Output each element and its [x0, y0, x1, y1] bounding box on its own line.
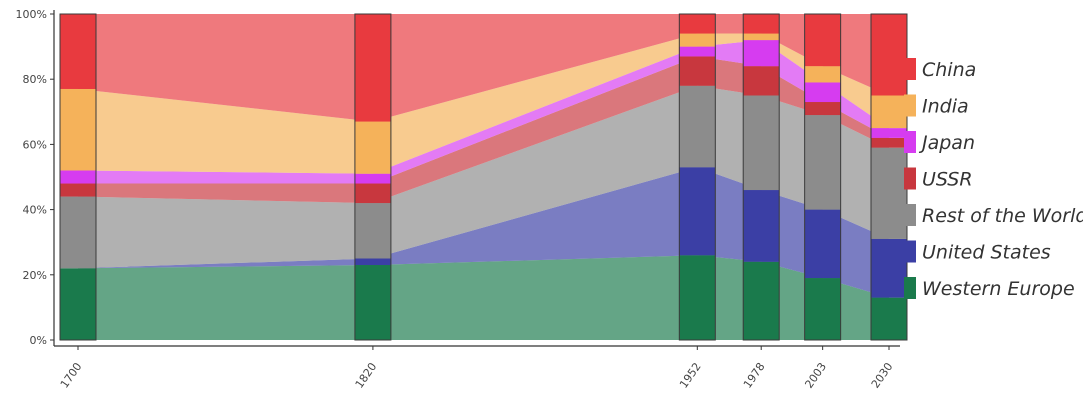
bar-segment-2003-western-europe [804, 278, 841, 340]
legend-label-western-europe: Western Europe [922, 278, 1075, 300]
bar-outline-1820 [354, 13, 392, 341]
legend-swatch-ussr [904, 167, 916, 190]
y-tick-label-40: 40% [23, 204, 47, 217]
bar-segment-1820-japan [354, 173, 391, 184]
bar-segment-2003-ussr [804, 102, 841, 116]
bar-segment-1978-china [743, 14, 780, 34]
bar-segment-1952-western-europe [679, 255, 716, 340]
legend-swatch-japan [904, 131, 916, 153]
legend-swatch-india [904, 94, 916, 117]
bar-segment-2030-china [871, 14, 907, 96]
bar-segment-2030-india [871, 95, 907, 129]
bar-segment-1700-japan [60, 170, 96, 184]
legend-label-united-states: United States [922, 242, 1051, 264]
legend: China India Japan USSR Rest of the World Unit… [904, 58, 1083, 300]
bar-segment-1978-rest-of-the-world [743, 95, 780, 191]
x-tick-label-2003: 2003 [802, 360, 829, 390]
bar-segment-2003-rest-of-the-world [804, 115, 841, 210]
bar-segment-1952-united-states [679, 167, 716, 256]
bar-segment-1820-ussr [354, 183, 391, 204]
legend-swatch-united-states [904, 240, 916, 263]
bar-segment-2003-japan [804, 82, 841, 103]
bar-segment-1952-ussr [679, 56, 716, 86]
bar-segment-1952-india [679, 33, 716, 47]
bar-segment-1820-united-states [354, 258, 391, 266]
legend-label-rest-of-the-world: Rest of the World [922, 205, 1083, 227]
bar-segment-1978-united-states [743, 190, 780, 262]
bar-outline-1952 [678, 13, 716, 341]
legend-swatch-china [904, 58, 916, 80]
bar-segment-1978-ussr [743, 66, 780, 96]
legend-swatch-western-europe [904, 277, 916, 299]
bar-segment-1700-india [60, 88, 96, 171]
bar-segment-1700-ussr [60, 183, 96, 197]
legend-label-india: India [922, 96, 969, 118]
bar-segment-2003-united-states [804, 209, 841, 279]
bar-segment-2003-india [804, 66, 841, 83]
bar-segment-2003-china [804, 14, 841, 67]
legend-swatch-rest-of-the-world [904, 204, 916, 226]
legend-label-japan: Japan [918, 132, 975, 154]
legend-label-ussr: USSR [922, 169, 973, 191]
area-india [78, 33, 889, 174]
y-tick-label-100: 100% [16, 8, 47, 21]
bar-segment-2030-western-europe [871, 297, 907, 340]
bar-segment-2030-japan [871, 128, 907, 138]
bar-segment-1820-rest-of-the-world [354, 203, 391, 259]
legend-label-china: China [922, 59, 976, 81]
bar-segment-1978-western-europe [743, 261, 780, 340]
bar-segment-2030-ussr [871, 137, 907, 148]
bar-segment-1820-india [354, 121, 391, 174]
bar-segment-1952-japan [679, 46, 716, 57]
bar-outline-1978 [742, 13, 780, 341]
bar-segment-1978-japan [743, 40, 780, 67]
y-tick-label-60: 60% [23, 138, 47, 151]
bar-segment-1978-india [743, 33, 780, 41]
bar-segment-1820-western-europe [354, 265, 391, 340]
x-tick-label-1820: 1820 [353, 360, 380, 390]
bar-segment-2030-united-states [871, 238, 907, 298]
bar-segment-1700-western-europe [60, 268, 96, 340]
bar-segment-1952-rest-of-the-world [679, 85, 716, 168]
bar-segment-2030-rest-of-the-world [871, 147, 907, 239]
bar-layer [59, 13, 908, 341]
x-tick-label-1978: 1978 [741, 360, 768, 390]
x-tick-label-1700: 1700 [58, 360, 85, 390]
y-tick-label-20: 20% [23, 269, 47, 282]
x-tick-label-1952: 1952 [677, 360, 704, 390]
bar-outline-2003 [804, 13, 842, 341]
bar-segment-1820-china [354, 14, 391, 122]
bar-segment-1952-china [679, 14, 716, 34]
bar-outline-1700 [59, 13, 97, 341]
x-tick-label-2030: 2030 [869, 360, 896, 390]
area-china [78, 14, 889, 122]
bar-segment-1700-china [60, 14, 96, 89]
area-ussr [78, 56, 889, 204]
y-tick-label-80: 80% [23, 73, 47, 86]
y-tick-label-0: 0% [30, 334, 47, 347]
bar-segment-1700-rest-of-the-world [60, 196, 96, 269]
